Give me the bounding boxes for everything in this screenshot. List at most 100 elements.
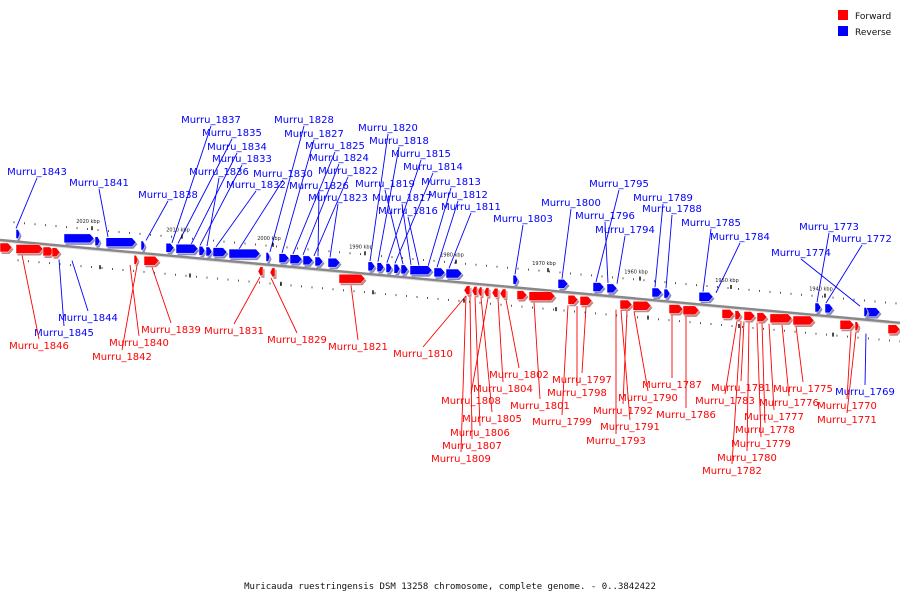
- scale-label: 1970 kbp: [532, 261, 556, 267]
- label-leader-line: [480, 297, 493, 413]
- gene-label: Murru_1842: [92, 352, 152, 363]
- gene-label: Murru_1813: [421, 177, 481, 188]
- scale-labels-layer: 2020 kbp 2010 kbp 2000 kbp 1990 kbp 1980 kbp…: [76, 219, 833, 292]
- scale-label: 1960 kbp: [624, 270, 648, 276]
- label-leader-line: [270, 277, 298, 334]
- reverse-gene-arrow: [433, 267, 446, 278]
- gene-label: Murru_1832: [226, 180, 286, 191]
- label-leader-line: [448, 212, 472, 269]
- scale-label: 2010 kbp: [166, 227, 190, 233]
- label-leader-line: [581, 306, 587, 374]
- legend-reverse-swatch: [838, 26, 848, 36]
- reverse-gene-arrow: [651, 287, 663, 298]
- reverse-gene-arrow: [63, 233, 95, 244]
- gene-label: Murru_1787: [642, 380, 702, 391]
- gene-label: Murru_1830: [253, 169, 313, 180]
- reverse-gene-arrow: [212, 247, 228, 257]
- forward-gene-arrow: [143, 255, 160, 266]
- gene-label: Murru_1810: [393, 349, 453, 360]
- gene-label: Murru_1822: [318, 166, 378, 177]
- label-leader-line: [795, 326, 804, 383]
- gene-label: Murru_1837: [181, 115, 241, 126]
- label-leader-line: [317, 191, 320, 257]
- reverse-gene-arrow: [278, 253, 290, 263]
- gene-label: Murru_1824: [309, 153, 369, 164]
- genome-track-layer: [0, 221, 900, 343]
- label-leader-line: [665, 214, 673, 289]
- gene-label: Murru_1772: [832, 234, 892, 245]
- label-leader-line: [369, 133, 389, 262]
- gene-label: Murru_1814: [403, 162, 463, 173]
- label-leader-line: [595, 189, 620, 282]
- gene-label: Murru_1831: [204, 326, 264, 337]
- label-leader-line: [761, 323, 766, 424]
- gene-label: Murru_1801: [510, 401, 570, 412]
- label-leader-line: [98, 188, 109, 238]
- reverse-gene-arrow: [698, 292, 714, 302]
- forward-gene-arrow: [528, 291, 556, 301]
- gene-label: Murru_1821: [328, 342, 388, 353]
- reverse-gene-arrow: [175, 243, 199, 254]
- label-leader-line: [190, 152, 238, 245]
- gene-label: Murru_1794: [595, 225, 655, 236]
- gene-label: Murru_1789: [633, 193, 693, 204]
- reverse-gene-arrow: [606, 283, 618, 294]
- gene-label: Murru_1827: [284, 129, 344, 140]
- label-leader-line: [470, 297, 489, 395]
- gene-label: Murru_1846: [9, 341, 69, 352]
- gene-label: Murru_1829: [267, 335, 327, 346]
- forward-gene-arrow: [839, 320, 855, 330]
- gene-label: Murru_1828: [274, 115, 334, 126]
- forward-gene-arrow: [516, 290, 528, 300]
- reverse-gene-arrow: [592, 282, 605, 292]
- gene-label: Murru_1773: [799, 222, 859, 233]
- reverse-gene-arrow: [94, 236, 101, 246]
- reverse-gene-arrow: [140, 240, 146, 251]
- legend-forward-label: Forward: [855, 12, 891, 22]
- label-leader-line: [604, 221, 609, 283]
- gene-label: Murru_1788: [642, 204, 702, 215]
- label-leader-line: [514, 224, 524, 275]
- gene-label: Murru_1805: [462, 414, 522, 425]
- label-leader-line: [407, 216, 420, 266]
- label-leader-line: [561, 305, 569, 416]
- gene-label: Murru_1803: [493, 214, 553, 225]
- label-leader-line: [58, 259, 65, 327]
- gene-label: Murru_1818: [369, 136, 429, 147]
- gene-label: Murru_1784: [710, 232, 770, 243]
- forward-gene-arrow: [133, 255, 139, 265]
- label-leader-line: [497, 298, 504, 383]
- label-leader-line: [233, 276, 261, 325]
- forward-gene-arrow: [854, 321, 860, 331]
- label-leader-line: [846, 331, 857, 414]
- gene-label: Murru_1843: [7, 167, 67, 178]
- gene-label: Murru_1826: [289, 181, 349, 192]
- label-leader-line: [15, 177, 38, 229]
- label-leader-line: [292, 151, 336, 255]
- reverse-gene-arrow: [400, 264, 409, 275]
- gene-label: Murru_1782: [702, 466, 762, 477]
- label-leader-line: [781, 324, 790, 397]
- label-leader-line: [177, 138, 233, 244]
- label-leader-line: [864, 333, 867, 386]
- gene-label: Murru_1781: [711, 383, 771, 394]
- forward-gene-arrow: [756, 312, 768, 322]
- gene-label: Murru_1841: [69, 178, 129, 189]
- gene-label: Murru_1793: [586, 436, 646, 447]
- label-leader-line: [281, 139, 315, 254]
- reverse-gene-arrow: [314, 256, 324, 267]
- reverse-gene-arrow: [327, 257, 341, 268]
- gene-label: Murru_1840: [109, 338, 169, 349]
- label-leader-line: [313, 176, 349, 257]
- label-leader-line: [816, 232, 830, 303]
- reverse-gene-arrow: [512, 274, 519, 285]
- forward-gene-arrow: [743, 311, 756, 321]
- reverse-gene-arrow: [445, 268, 463, 279]
- gene-label: Murru_1807: [442, 441, 502, 452]
- gene-label: Murru_1812: [428, 190, 488, 201]
- forward-gene-arrow: [338, 273, 366, 284]
- label-leader-line: [269, 125, 305, 252]
- gene-label: Murru_1833: [212, 154, 272, 165]
- reverse-gene-arrow: [105, 237, 137, 248]
- gene-label: Murru_1800: [541, 198, 601, 209]
